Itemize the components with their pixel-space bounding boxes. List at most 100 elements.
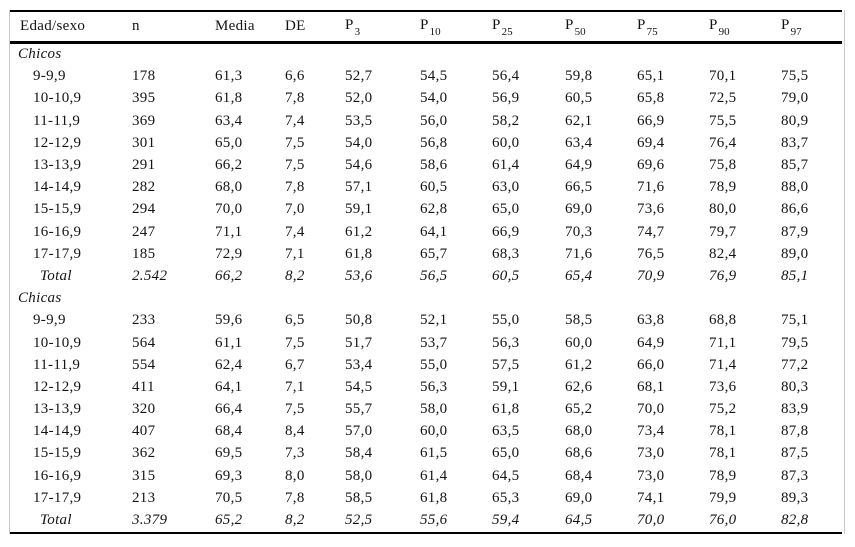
- value-cell: 69,6: [637, 157, 665, 174]
- age-group-cell: 13-13,9: [33, 157, 82, 174]
- value-cell: 320: [132, 401, 156, 418]
- value-cell: 68,4: [565, 467, 593, 484]
- table-row: 14-14,9 407 68,4 8,4 57,0 60,0 63,5 68,0 73,4 78,…: [10, 421, 842, 443]
- value-cell: 69,0: [565, 489, 593, 506]
- value-cell: 50,8: [345, 312, 373, 329]
- value-cell: 75,8: [709, 157, 737, 174]
- column-header-subscript: 50: [574, 25, 586, 38]
- value-cell: 64,9: [637, 334, 665, 351]
- age-group-cell: 17-17,9: [33, 489, 82, 506]
- value-cell: 87,9: [781, 223, 809, 240]
- value-cell: 362: [132, 445, 156, 462]
- value-cell: 59,8: [565, 68, 593, 85]
- value-cell: 58,6: [420, 157, 448, 174]
- column-header-subscript: 97: [790, 25, 802, 38]
- value-cell: 564: [132, 334, 156, 351]
- value-cell: 57,5: [492, 356, 520, 373]
- value-cell: 60,0: [420, 423, 448, 440]
- age-group-cell: 10-10,9: [33, 90, 82, 107]
- age-group-cell: 10-10,9: [33, 334, 82, 351]
- value-cell: 61,4: [492, 157, 520, 174]
- value-cell: 66,2: [215, 157, 243, 174]
- value-cell: 2.542: [132, 267, 168, 284]
- value-cell: 72,9: [215, 245, 243, 262]
- column-header-p3: P3: [345, 11, 420, 44]
- value-cell: 80,9: [781, 112, 809, 129]
- value-cell: 69,5: [215, 445, 243, 462]
- value-cell: 59,6: [215, 312, 243, 329]
- value-cell: 68,0: [565, 423, 593, 440]
- value-cell: 65,2: [565, 401, 593, 418]
- value-cell: 8,4: [285, 423, 305, 440]
- section-row-chicas: Chicas: [10, 288, 842, 310]
- value-cell: 80,0: [709, 201, 737, 218]
- age-group-cell: 11-11,9: [33, 356, 81, 373]
- value-cell: 85,1: [781, 267, 809, 284]
- value-cell: 71,6: [637, 179, 665, 196]
- value-cell: 7,8: [285, 90, 305, 107]
- value-cell: 68,0: [215, 179, 243, 196]
- value-cell: 58,0: [345, 467, 373, 484]
- value-cell: 63,5: [492, 423, 520, 440]
- table-body: Chicos 9-9,9 178 61,3 6,6 52,7 54,5 56,4 59,8 65,…: [10, 42, 842, 533]
- percentile-table: Edad/sexo n Media DE P3 P10 P25 P50 P75 P90 P97 Ch…: [10, 10, 842, 534]
- header-row: Edad/sexo n Media DE P3 P10 P25 P50 P75 P90 P97: [10, 11, 842, 44]
- value-cell: 61,3: [215, 68, 243, 85]
- table-row: 14-14,9 282 68,0 7,8 57,1 60,5 63,0 66,5 71,6 78,…: [10, 177, 842, 199]
- age-group-cell: Total: [40, 512, 72, 529]
- age-group-cell: 16-16,9: [33, 467, 82, 484]
- value-cell: 53,4: [345, 356, 373, 373]
- table-row: 16-16,9 247 71,1 7,4 61,2 64,1 66,9 70,3 74,7 79,…: [10, 221, 842, 243]
- value-cell: 63,4: [215, 112, 243, 129]
- value-cell: 88,0: [781, 179, 809, 196]
- value-cell: 73,4: [637, 423, 665, 440]
- table-row: 16-16,9 315 69,3 8,0 58,0 61,4 64,5 68,4 73,0 78,…: [10, 465, 842, 487]
- value-cell: 78,1: [709, 445, 737, 462]
- value-cell: 79,7: [709, 223, 737, 240]
- value-cell: 70,0: [215, 201, 243, 218]
- value-cell: 76,5: [637, 245, 665, 262]
- value-cell: 411: [132, 378, 155, 395]
- value-cell: 79,9: [709, 489, 737, 506]
- value-cell: 8,0: [285, 467, 305, 484]
- value-cell: 57,1: [345, 179, 373, 196]
- value-cell: 52,0: [345, 90, 373, 107]
- value-cell: 87,8: [781, 423, 809, 440]
- value-cell: 73,0: [637, 445, 665, 462]
- value-cell: 7,3: [285, 445, 305, 462]
- value-cell: 71,1: [215, 223, 243, 240]
- value-cell: 70,0: [637, 401, 665, 418]
- value-cell: 56,9: [492, 90, 520, 107]
- value-cell: 85,7: [781, 157, 809, 174]
- value-cell: 83,7: [781, 134, 809, 151]
- value-cell: 66,4: [215, 401, 243, 418]
- value-cell: 58,5: [345, 489, 373, 506]
- age-group-cell: 17-17,9: [33, 245, 82, 262]
- value-cell: 54,6: [345, 157, 373, 174]
- value-cell: 73,6: [637, 201, 665, 218]
- section-label: Chicas: [18, 290, 62, 307]
- column-header-de: DE: [285, 11, 345, 44]
- value-cell: 60,0: [565, 334, 593, 351]
- value-cell: 64,5: [565, 512, 593, 529]
- value-cell: 64,9: [565, 157, 593, 174]
- value-cell: 52,1: [420, 312, 448, 329]
- column-header-edad-sexo: Edad/sexo: [10, 11, 132, 44]
- value-cell: 66,0: [637, 356, 665, 373]
- value-cell: 407: [132, 423, 156, 440]
- value-cell: 61,8: [215, 90, 243, 107]
- value-cell: 61,8: [492, 401, 520, 418]
- value-cell: 56,3: [420, 378, 448, 395]
- value-cell: 62,8: [420, 201, 448, 218]
- value-cell: 55,0: [420, 356, 448, 373]
- value-cell: 59,4: [492, 512, 520, 529]
- value-cell: 55,0: [492, 312, 520, 329]
- value-cell: 89,3: [781, 489, 809, 506]
- value-cell: 185: [132, 245, 156, 262]
- value-cell: 86,6: [781, 201, 809, 218]
- value-cell: 247: [132, 223, 156, 240]
- value-cell: 62,1: [565, 112, 593, 129]
- column-header-p90: P90: [709, 11, 781, 44]
- value-cell: 70,3: [565, 223, 593, 240]
- value-cell: 78,9: [709, 467, 737, 484]
